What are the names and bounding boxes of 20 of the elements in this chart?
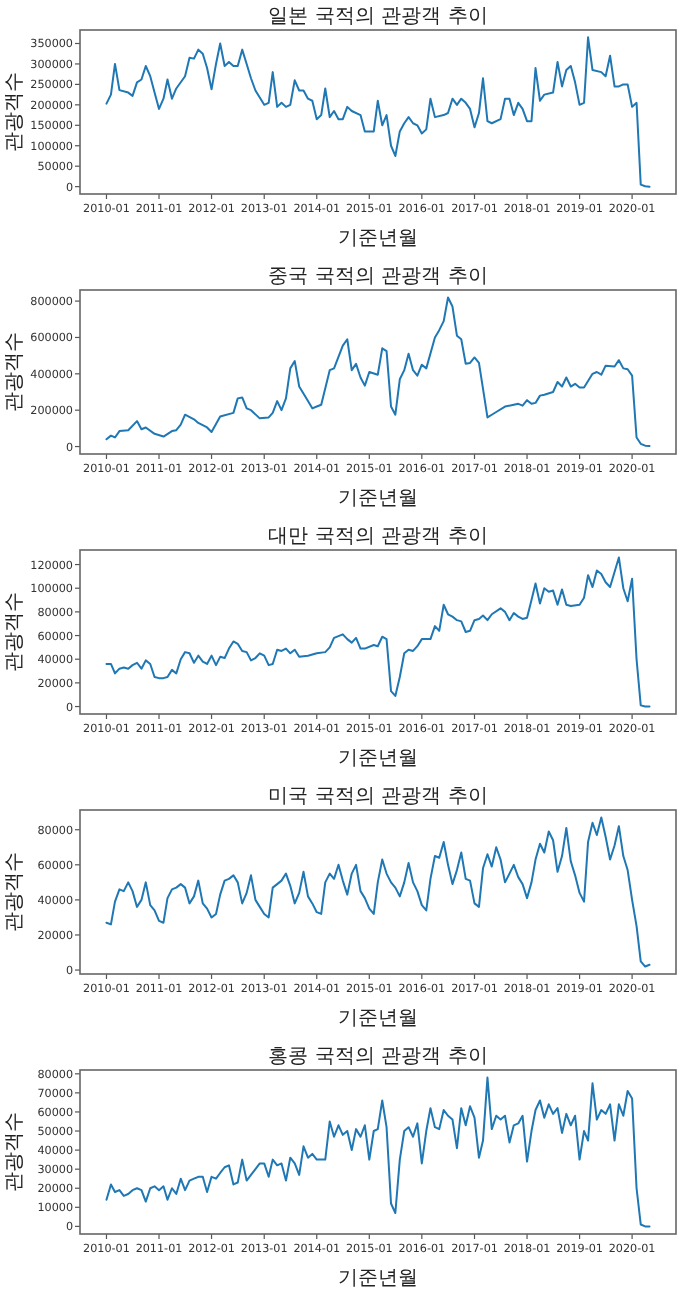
chart-title: 일본 국적의 관광객 추이 [268, 6, 488, 28]
x-axis-title: 기준년월 [338, 488, 418, 510]
line-series [105, 296, 651, 447]
x-axis-title: 기준년월 [338, 748, 418, 770]
chart-title: 중국 국적의 관광객 추이 [268, 266, 488, 288]
x-axis-title: 기준년월 [338, 1268, 418, 1290]
line-series [105, 816, 651, 968]
chart-title: 대만 국적의 관광객 추이 [268, 526, 488, 548]
chart-title: 미국 국적의 관광객 추이 [268, 786, 488, 808]
y-axis-title: 관광객수 [4, 332, 26, 412]
line-series [105, 36, 651, 188]
x-axis-title: 기준년월 [338, 228, 418, 250]
chart-title: 홍콩 국적의 관광객 추이 [268, 1046, 488, 1068]
y-axis-title: 관광객수 [4, 852, 26, 932]
y-axis-title: 관광객수 [4, 72, 26, 152]
x-axis-title: 기준년월 [338, 1008, 418, 1030]
y-axis-title: 관광객수 [4, 592, 26, 672]
line-series [105, 1076, 651, 1228]
y-axis-title: 관광객수 [4, 1112, 26, 1192]
line-series [105, 556, 651, 708]
